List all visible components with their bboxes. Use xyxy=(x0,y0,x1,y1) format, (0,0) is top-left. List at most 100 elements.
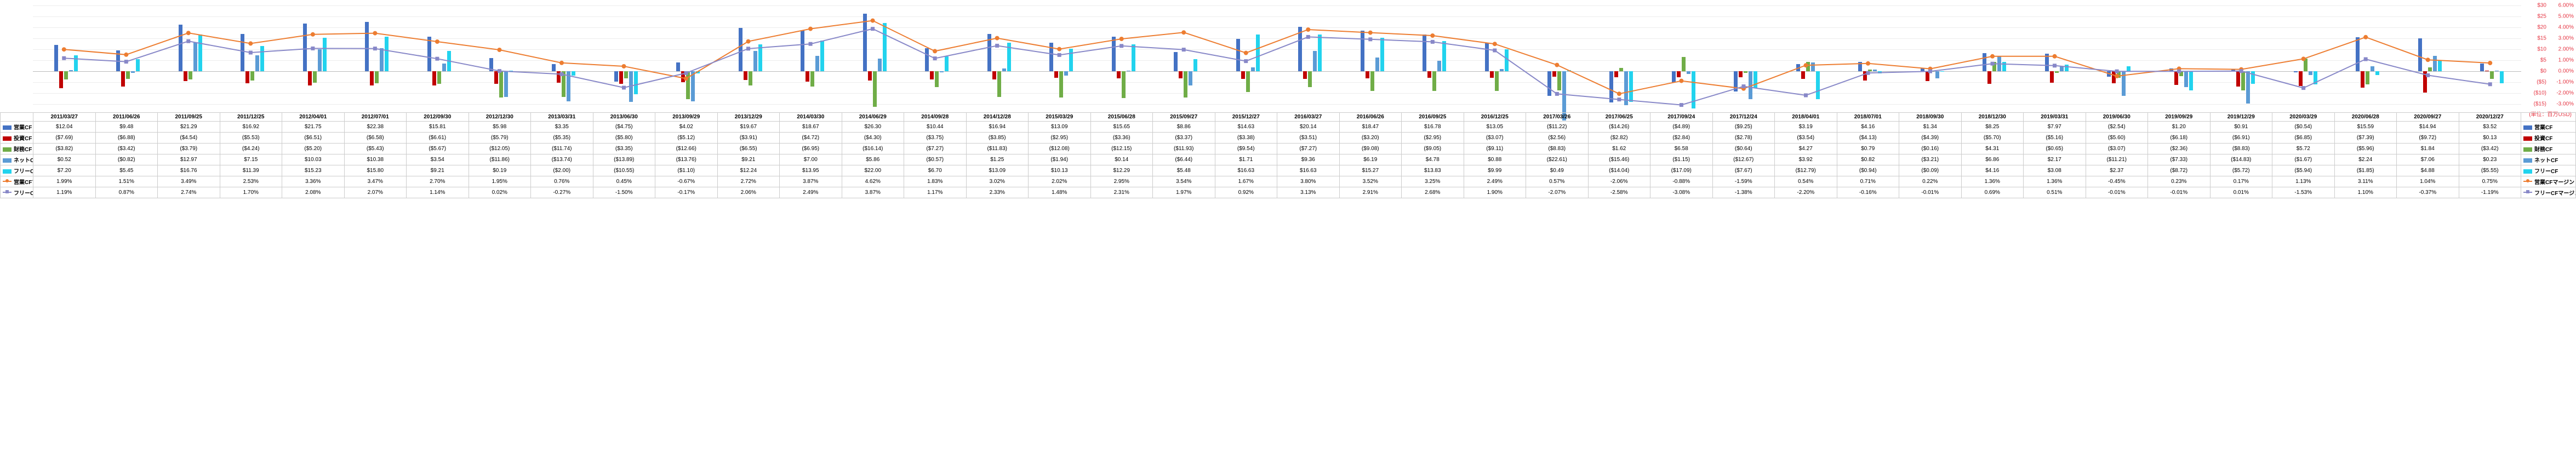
row-header-right: フリーCFマージン xyxy=(2521,187,2576,198)
period-header: 2012/12/30 xyxy=(469,113,531,122)
table-cell: $15.80 xyxy=(344,165,407,176)
table-cell: $15.27 xyxy=(1339,165,1402,176)
table-cell: ($2.54) xyxy=(2086,122,2148,133)
period-header: 2017/03/26 xyxy=(1526,113,1589,122)
table-cell: $1.25 xyxy=(966,154,1029,165)
table-cell: ($3.75) xyxy=(904,133,967,144)
table-cell: -0.16% xyxy=(1837,187,1899,198)
table-cell: ($5.16) xyxy=(2024,133,2086,144)
line-marker xyxy=(1182,48,1186,51)
table-cell: $3.92 xyxy=(1775,154,1837,165)
period-header: 2011/06/26 xyxy=(95,113,158,122)
period-header: 2017/12/24 xyxy=(1712,113,1775,122)
table-cell: ($3.07) xyxy=(2086,144,2148,154)
period-header: 2020/09/27 xyxy=(2397,113,2459,122)
table-cell: 2.53% xyxy=(220,176,282,187)
table-cell: $9.21 xyxy=(717,154,780,165)
table-cell: -1.53% xyxy=(2272,187,2335,198)
period-header: 2020/12/27 xyxy=(2459,113,2521,122)
line-marker xyxy=(124,53,128,57)
table-cell: ($2.82) xyxy=(1588,133,1650,144)
line-marker xyxy=(248,41,253,45)
period-header: 2019/03/31 xyxy=(2024,113,2086,122)
table-cell: ($0.09) xyxy=(1899,165,1962,176)
table-cell: $19.67 xyxy=(717,122,780,133)
line-marker xyxy=(871,27,875,31)
row-label: 財務CF xyxy=(2534,147,2552,153)
table-cell: $9.48 xyxy=(95,122,158,133)
row-header: フリーCF xyxy=(1,165,33,176)
line-marker xyxy=(1058,53,1061,57)
table-cell: $8.25 xyxy=(1961,122,2024,133)
period-header: 2014/06/29 xyxy=(842,113,904,122)
legend-swatch xyxy=(2523,158,2532,163)
table-cell: ($16.14) xyxy=(842,144,904,154)
table-cell: ($9.72) xyxy=(2397,133,2459,144)
y-tick-left: $30 xyxy=(2521,3,2546,9)
table-cell: 3.49% xyxy=(158,176,220,187)
table-cell: ($6.51) xyxy=(282,133,345,144)
legend-swatch xyxy=(2523,181,2532,182)
table-cell: $6.58 xyxy=(1650,144,1713,154)
table-cell: ($6.58) xyxy=(344,133,407,144)
line-marker xyxy=(871,19,875,23)
table-row: 営業CF$12.04$9.48$21.29$16.92$21.75$22.38$… xyxy=(1,122,2576,133)
table-cell: ($5.94) xyxy=(2272,165,2335,176)
table-cell: -2.06% xyxy=(1588,176,1650,187)
row-label: フリーCF xyxy=(2534,169,2558,175)
row-label: 営業CFマージン xyxy=(2534,180,2574,186)
table-cell: -0.37% xyxy=(2397,187,2459,198)
line-marker xyxy=(1680,103,1683,107)
row-label: ネットCF xyxy=(14,158,33,164)
line-marker xyxy=(1493,49,1497,53)
period-header: 2017/06/25 xyxy=(1588,113,1650,122)
line-marker xyxy=(621,64,626,68)
table-cell: ($3.35) xyxy=(593,144,655,154)
row-label: フリーCFマージン xyxy=(14,191,33,197)
table-cell: $1.62 xyxy=(1588,144,1650,154)
table-cell: ($5.12) xyxy=(655,133,718,144)
table-cell: ($5.70) xyxy=(1961,133,2024,144)
table-cell: ($4.30) xyxy=(842,133,904,144)
table-cell: 2.08% xyxy=(282,187,345,198)
table-cell: 0.69% xyxy=(1961,187,2024,198)
line-marker xyxy=(746,47,750,50)
table-cell: ($7.33) xyxy=(2148,154,2211,165)
data-table: 2011/03/272011/06/262011/09/252011/12/25… xyxy=(0,112,2576,198)
y-tick-right: 4.00% xyxy=(2549,25,2574,31)
line-marker xyxy=(1990,54,1995,59)
table-cell: ($9.25) xyxy=(1712,122,1775,133)
line-marker xyxy=(1991,62,1995,66)
table-cell: ($7.39) xyxy=(2334,133,2397,144)
table-cell: ($1.85) xyxy=(2334,165,2397,176)
table-cell: ($7.27) xyxy=(1277,144,1340,154)
line-marker xyxy=(1679,79,1683,83)
table-cell: $5.45 xyxy=(95,165,158,176)
line-marker xyxy=(62,56,66,60)
table-cell: -0.01% xyxy=(2086,187,2148,198)
period-header: 2016/09/25 xyxy=(1402,113,1464,122)
table-cell: 3.87% xyxy=(780,176,842,187)
table-cell: 3.13% xyxy=(1277,187,1340,198)
table-cell: ($5.43) xyxy=(344,144,407,154)
table-cell: $12.97 xyxy=(158,154,220,165)
period-header: 2012/09/30 xyxy=(407,113,469,122)
period-header: 2017/09/24 xyxy=(1650,113,1713,122)
table-cell: 3.87% xyxy=(842,187,904,198)
table-cell: 1.70% xyxy=(220,187,282,198)
y-tick-left: ($10) xyxy=(2521,90,2546,96)
table-cell: -0.88% xyxy=(1650,176,1713,187)
table-cell: 3.52% xyxy=(1339,176,1402,187)
table-cell: $22.00 xyxy=(842,165,904,176)
table-cell: $21.75 xyxy=(282,122,345,133)
row-label: 財務CF xyxy=(14,147,32,153)
table-cell: ($0.16) xyxy=(1899,144,1962,154)
line-marker xyxy=(311,47,315,50)
period-header: 2015/09/27 xyxy=(1153,113,1215,122)
table-cell: 3.25% xyxy=(1402,176,1464,187)
period-header: 2011/03/27 xyxy=(33,113,96,122)
line-marker xyxy=(559,61,564,65)
table-cell: -0.27% xyxy=(531,187,593,198)
legend-swatch xyxy=(3,125,12,130)
table-cell: ($13.76) xyxy=(655,154,718,165)
